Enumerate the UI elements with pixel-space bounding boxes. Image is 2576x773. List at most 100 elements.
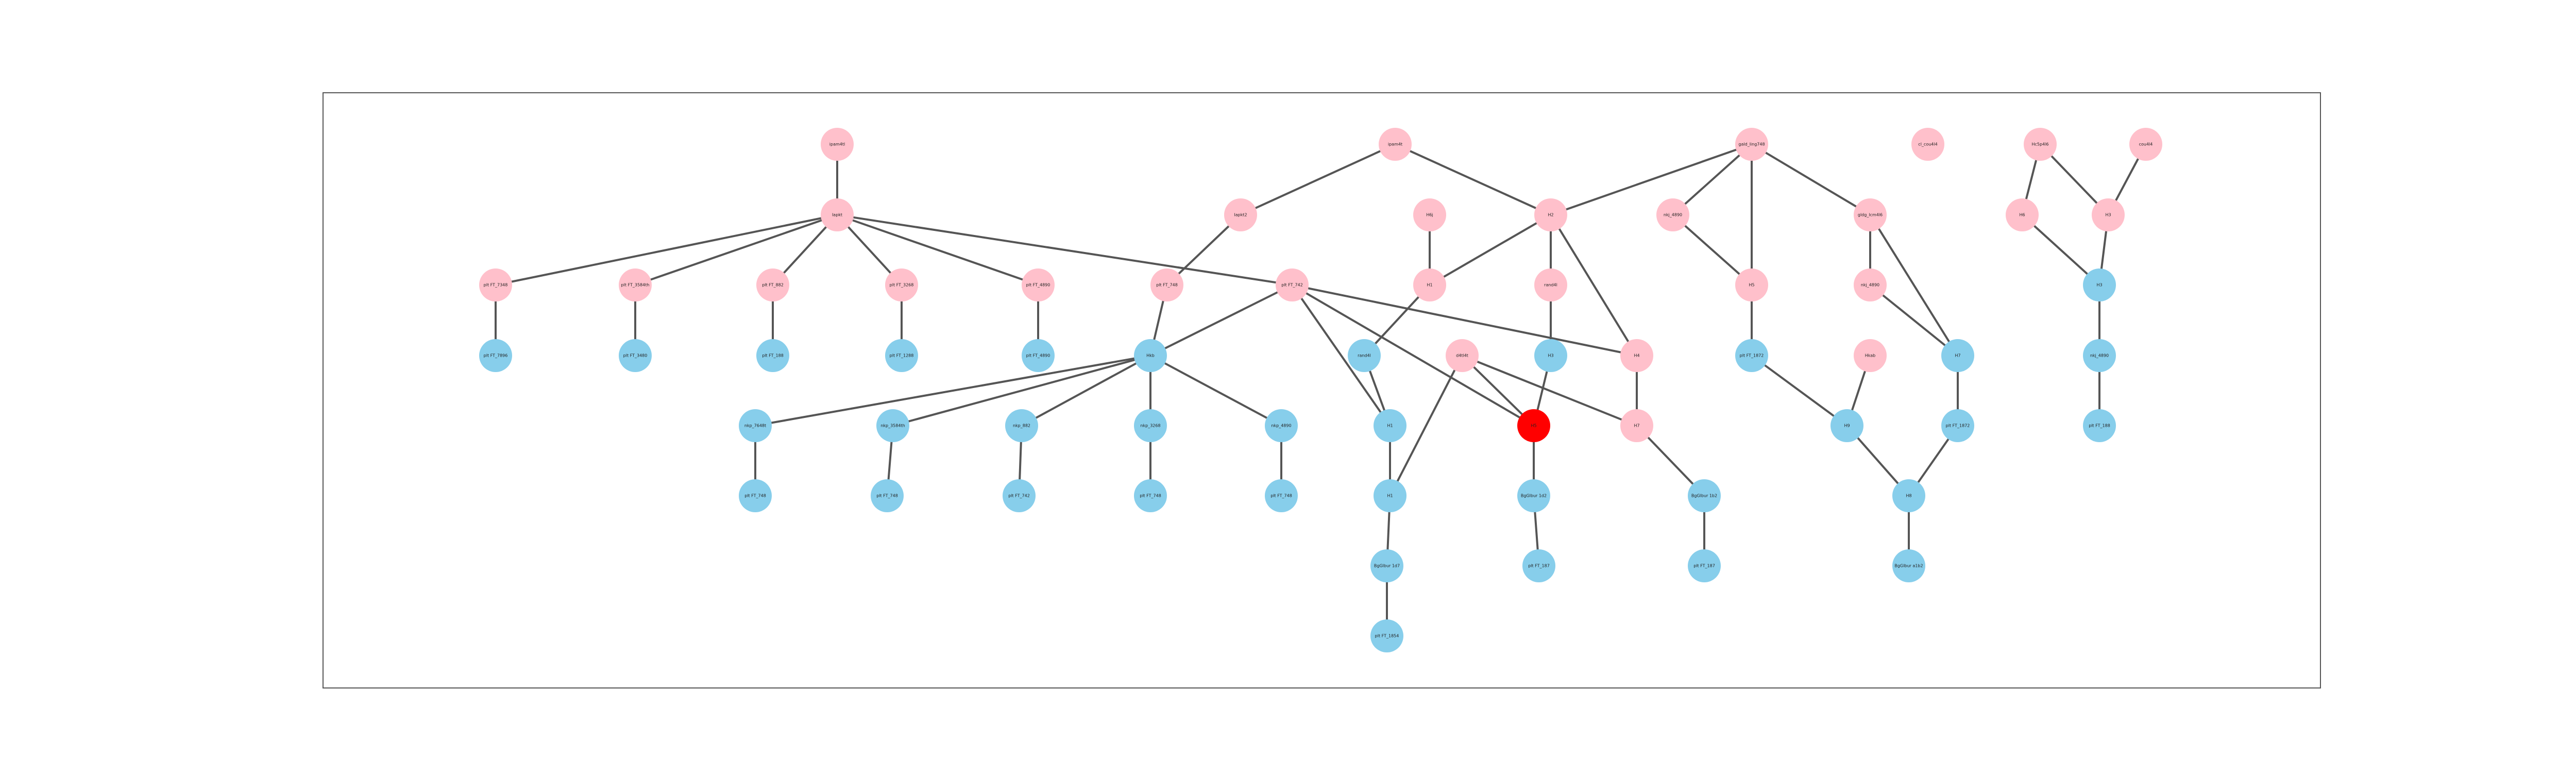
- node-circle: [1022, 339, 1055, 372]
- node-label: H1: [1427, 283, 1432, 288]
- edge-n13-n30: [1395, 143, 1551, 216]
- graph-node: ipam4tl: [821, 128, 854, 161]
- graph-node: rand4l: [1348, 339, 1381, 372]
- node-label: ipam4t: [1388, 142, 1402, 147]
- edge-n2-n7: [837, 214, 1039, 286]
- graph-node: ipam4t: [1379, 128, 1412, 161]
- edge-n50-n54: [1869, 284, 1959, 357]
- edge-n46-n49: [1751, 143, 1871, 216]
- node-label: plt FT_748: [1156, 283, 1178, 288]
- edge-n16-n37: [1291, 284, 1535, 427]
- graph-node: plt FT_3268: [885, 268, 918, 301]
- node-label: plt FT_3584th: [621, 283, 650, 288]
- graph-node: plt FT_3584th: [619, 268, 652, 301]
- node-label: ipam4tl: [829, 142, 845, 147]
- graph-node: gald_ling748: [1735, 128, 1768, 161]
- graph-node: plt FT_7348: [479, 268, 512, 301]
- node-circle: [756, 339, 789, 372]
- node-circle: [739, 409, 772, 442]
- node-circle: [1446, 339, 1479, 372]
- graph-node: nkp_7648t: [739, 409, 772, 442]
- edge-n51-n53: [1751, 355, 1848, 427]
- node-circle: [885, 268, 918, 301]
- node-label: nkp_4890: [1271, 424, 1291, 428]
- graph-node: H3: [2092, 198, 2125, 231]
- edge-n33-n37: [1461, 355, 1535, 427]
- node-label: gldg_lcm4l6: [1858, 213, 1883, 217]
- edge-n33-n38: [1462, 355, 1637, 427]
- node-circle: [1534, 339, 1567, 372]
- node-label: plt FT_742: [1008, 494, 1030, 498]
- node-circle: [1348, 339, 1381, 372]
- node-label: H7: [1955, 354, 1960, 358]
- node-circle: [2092, 198, 2125, 231]
- edge-n33-n39: [1389, 355, 1463, 496]
- graph-node: gldg_lcm4l6: [1854, 198, 1887, 231]
- node-circle: [1892, 549, 1925, 582]
- node-circle: [1276, 268, 1309, 301]
- node-label: plt FT_748: [876, 494, 898, 498]
- node-label: H5: [1531, 424, 1536, 428]
- node-label: plt FT_1872: [1946, 424, 1970, 428]
- graph-node: plt FT_1288: [885, 339, 918, 372]
- node-circle: [756, 268, 789, 301]
- node-label: H8: [1906, 494, 1911, 498]
- node-label: plt FT_187: [1693, 564, 1715, 568]
- node-circle: [1370, 549, 1403, 582]
- node-circle: [1941, 339, 1974, 372]
- graph-node: plt FT_882: [756, 268, 789, 301]
- node-label: H1: [1387, 494, 1393, 498]
- graph-node: H6: [2006, 198, 2039, 231]
- node-circle: [1134, 409, 1167, 442]
- graph-node: plt FT_1854: [1370, 619, 1403, 652]
- node-circle: [876, 409, 909, 442]
- node-label: Hkb: [1146, 354, 1155, 358]
- edge-n30-n35: [1550, 214, 1638, 357]
- edge-n30-n29: [1429, 214, 1552, 286]
- node-label: rand4l: [1544, 283, 1557, 288]
- edge-n13-n14: [1240, 143, 1396, 216]
- node-circle: [479, 268, 512, 301]
- node-label: plt FT_1872: [1740, 354, 1764, 358]
- node-label: plt FT_188: [762, 354, 784, 358]
- graph-node: Hc5p4l6: [2024, 128, 2057, 161]
- node-circle: [2083, 339, 2116, 372]
- node-circle: [2083, 409, 2116, 442]
- node-label: plt FT_7896: [484, 354, 508, 358]
- node-label: nkp_7648t: [744, 424, 766, 428]
- edge-n46-n47: [1672, 143, 1753, 216]
- graph-node: rand4l: [1534, 268, 1567, 301]
- node-label: cl_cou4l4: [1918, 142, 1937, 147]
- node-label: BgGlbur 1b2: [1691, 494, 1717, 498]
- graph-node: plt FT_748: [739, 479, 772, 512]
- graph-node: H2: [1534, 198, 1567, 231]
- node-circle: [1911, 128, 1944, 161]
- edge-n17-n22: [1150, 355, 1282, 427]
- graph-node: plt FT_7896: [479, 339, 512, 372]
- edge-n16-n17: [1150, 284, 1293, 357]
- edge-n17-n18: [755, 355, 1151, 427]
- node-label: Hkab: [1865, 354, 1876, 358]
- node-label: nkp_882: [1013, 424, 1030, 428]
- node-label: plt FT_748: [1270, 494, 1292, 498]
- node-circle: [1224, 198, 1257, 231]
- node-label: BgGlbur a1b2: [1894, 564, 1923, 568]
- node-circle: [1517, 409, 1550, 442]
- node-circle: [1620, 409, 1653, 442]
- node-label: plt FT_882: [762, 283, 784, 288]
- graph-node: nkp_4890: [1265, 409, 1298, 442]
- node-circle: [1892, 479, 1925, 512]
- graph-node: nkj_4890: [1656, 198, 1689, 231]
- node-circle: [1022, 268, 1055, 301]
- node-label: Hc5p4l6: [2032, 142, 2049, 147]
- node-label: H3: [2096, 283, 2102, 288]
- node-circle: [619, 268, 652, 301]
- node-circle: [1413, 198, 1446, 231]
- node-circle: [2024, 128, 2057, 161]
- node-label: H4: [1634, 354, 1639, 358]
- edge-n2-n16: [837, 214, 1293, 286]
- graph-node: Iapkt: [821, 198, 854, 231]
- node-circle: [885, 339, 918, 372]
- node-circle: [821, 128, 854, 161]
